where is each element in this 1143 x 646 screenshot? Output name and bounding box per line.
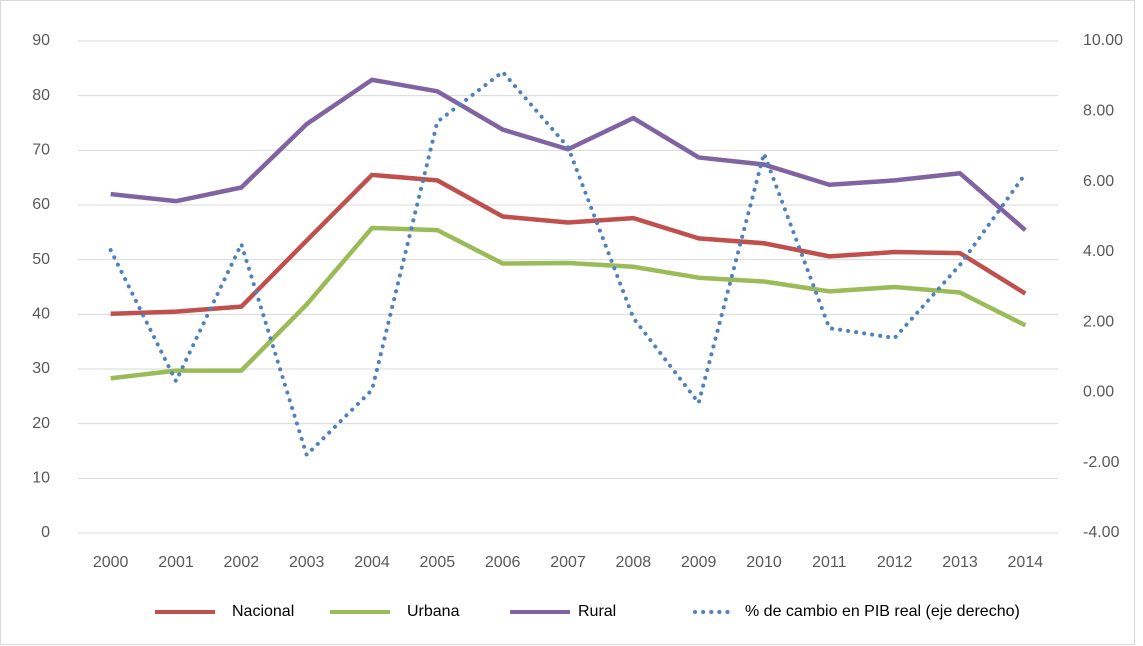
x-tick-label: 2004	[354, 554, 390, 571]
series-line	[108, 69, 1028, 457]
x-tick-label: 2009	[681, 554, 717, 571]
legend: Nacional Urbana Rural % de cambio en PIB re…	[155, 603, 1020, 620]
x-tick-label: 2006	[485, 554, 521, 571]
y-tick-label: 90	[32, 32, 50, 49]
y2-tick-label: -4.00	[1083, 524, 1120, 541]
y-tick-label: 80	[32, 87, 50, 104]
x-tick-label: 2003	[289, 554, 325, 571]
y-tick-label: 40	[32, 306, 50, 323]
y2-tick-label: -2.00	[1083, 454, 1120, 471]
legend-label: % de cambio en PIB real (eje derecho)	[745, 603, 1020, 620]
y-tick-label: 70	[32, 142, 50, 159]
legend-label: Rural	[578, 603, 616, 620]
x-tick-label: 2000	[93, 554, 129, 571]
y2-tick-label: 10.00	[1083, 32, 1123, 49]
y2-tick-label: 6.00	[1083, 173, 1114, 190]
x-tick-label: 2010	[746, 554, 782, 571]
y-tick-label: 10	[32, 470, 50, 487]
legend-label: Urbana	[407, 603, 460, 620]
x-tick-label: 2011	[812, 554, 847, 571]
y-tick-label: 60	[32, 196, 50, 213]
series-line	[110, 172, 1027, 317]
x-tick-label: 2012	[877, 554, 913, 571]
x-tick-label: 2005	[420, 554, 456, 571]
x-tick-label: 2008	[616, 554, 652, 571]
legend-label: Nacional	[232, 603, 294, 620]
y-tick-label: 30	[32, 360, 50, 377]
y-tick-label: 20	[32, 415, 50, 432]
x-tick-label: 2013	[942, 554, 978, 571]
y2-tick-label: 2.00	[1083, 313, 1114, 330]
x-tick-label: 2002	[224, 554, 260, 571]
y2-tick-label: 4.00	[1083, 243, 1114, 260]
y2-tick-label: 8.00	[1083, 103, 1114, 120]
x-tick-label: 2014	[1008, 554, 1044, 571]
x-tick-label: 2007	[550, 554, 586, 571]
x-tick-label: 2001	[158, 554, 194, 571]
y-tick-label: 50	[32, 251, 50, 268]
series-line	[110, 225, 1027, 381]
y2-tick-label: 0.00	[1083, 384, 1114, 401]
y-tick-label: 0	[41, 524, 50, 541]
